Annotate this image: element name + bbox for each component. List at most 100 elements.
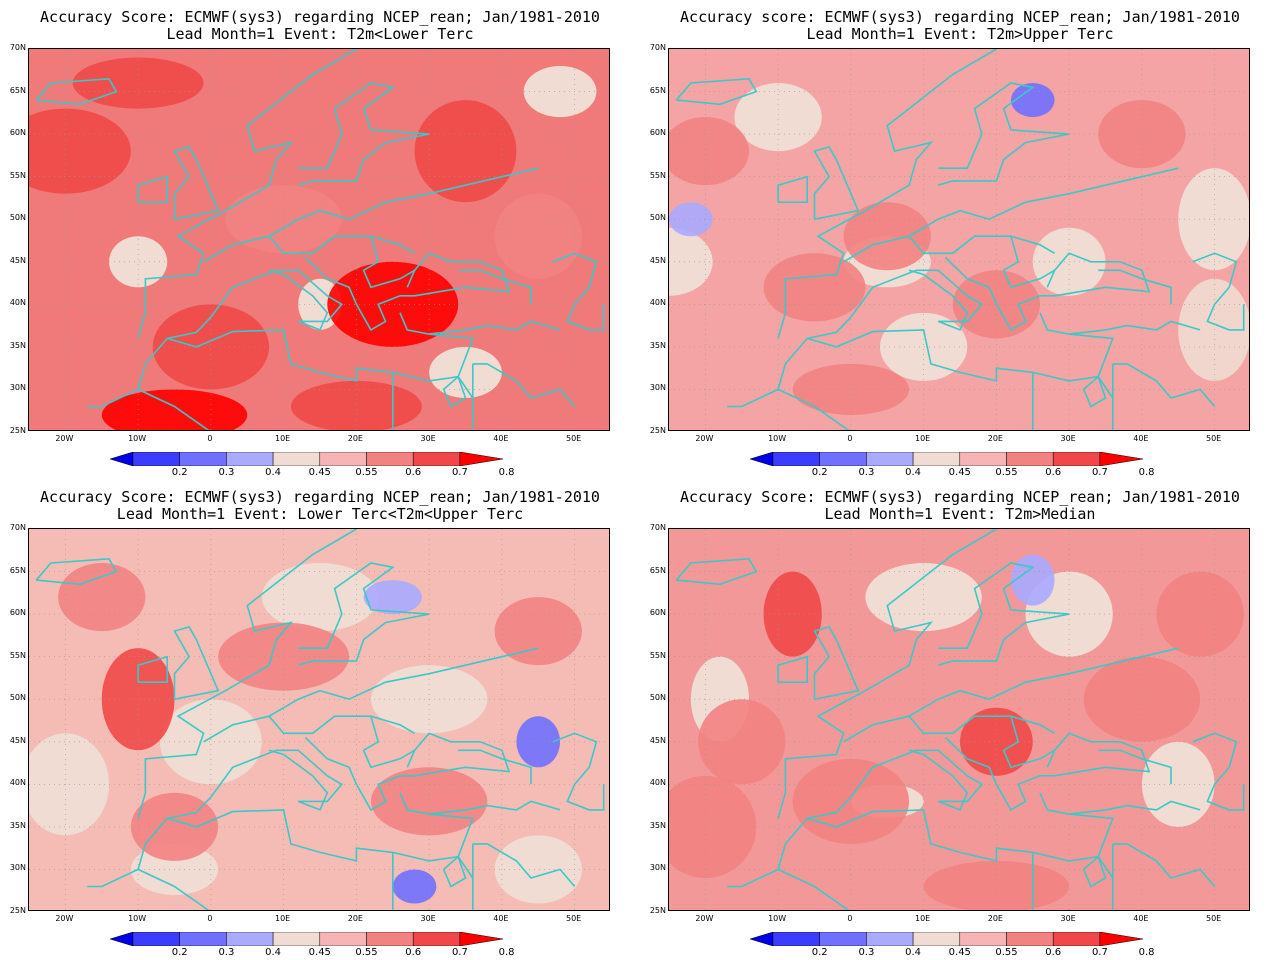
map-subtitle: Lead Month=1 Event: Lower Terc<T2m<Upper…: [116, 505, 524, 523]
coastline: [727, 337, 808, 408]
latitude-label: 25N: [649, 906, 666, 915]
coastline: [362, 715, 416, 769]
colorbar-tick-label: 0.8: [498, 467, 515, 478]
colorbar-high-arrow: [459, 932, 503, 946]
contour-map: [28, 48, 610, 431]
map-panel-upper-tercile: Accuracy score: ECMWF(sys3) regarding NC…: [640, 0, 1280, 480]
coastline: [675, 557, 758, 586]
colorbar-tick-label: 0.6: [1045, 467, 1062, 478]
colorbar-segment: [959, 932, 1007, 946]
latitude-label: 35N: [9, 340, 26, 350]
colorbar-tick-label: 0.8: [1138, 467, 1155, 478]
longitude-label: 20E: [347, 434, 363, 443]
coastline: [457, 376, 474, 399]
score-contour-patch: [1141, 741, 1215, 827]
coastline: [843, 647, 1179, 743]
coastline: [777, 868, 850, 910]
colorbar-tick-label: 0.4: [905, 467, 922, 478]
score-contour-patch: [1010, 554, 1055, 606]
colorbar-segment: [912, 932, 961, 946]
colorbar-tick-label: 0.55: [355, 467, 378, 478]
coastline: [442, 856, 467, 888]
colorbar-segment: [1052, 932, 1101, 946]
coastline: [1097, 856, 1114, 879]
colorbar-high-arrow: [459, 452, 503, 466]
longitude-label: 50E: [566, 914, 582, 923]
colorbar-tick-label: 0.45: [308, 947, 331, 958]
latitude-label: 30N: [9, 863, 26, 873]
latitude-label: 70N: [9, 43, 26, 52]
coastline: [777, 175, 808, 203]
coastline: [806, 312, 1114, 382]
latitude-label: 65N: [649, 565, 666, 575]
coastline: [458, 269, 532, 305]
latitude-label: 35N: [9, 820, 26, 830]
coastline: [1098, 269, 1172, 305]
coastline: [1098, 749, 1172, 785]
coastline: [166, 312, 474, 382]
coastline: [937, 82, 1070, 186]
coastline: [203, 647, 539, 743]
coastline: [167, 269, 344, 340]
map-panel-above-median: Accuracy Score: ECMWF(sys3) regarding NC…: [640, 480, 1280, 960]
longitude-label: 30E: [1060, 914, 1076, 923]
colorbar-tick-label: 0.45: [948, 947, 971, 958]
coastline: [35, 557, 118, 586]
colorbar-tick-label: 0.55: [995, 947, 1018, 958]
colorbar-low-arrow: [110, 452, 134, 466]
longitude-label: 30E: [420, 914, 436, 923]
map-title: Accuracy Score: ECMWF(sys3) regarding NC…: [40, 8, 600, 26]
colorbar-segment: [319, 452, 367, 466]
colorbar-segment: [819, 452, 867, 466]
coastline: [137, 655, 168, 683]
score-contour-patch: [1178, 168, 1249, 271]
score-contour-patch: [1178, 278, 1249, 381]
map-title: Accuracy Score: ECMWF(sys3) regarding NC…: [40, 488, 600, 506]
latitude-label: 45N: [9, 255, 26, 265]
colorbar-tick-label: 0.45: [308, 467, 331, 478]
longitude-label: 0: [207, 914, 213, 923]
colorbar-high-arrow: [1099, 932, 1143, 946]
latitude-label: 50N: [649, 693, 666, 703]
score-contour-patch: [516, 716, 561, 768]
colorbar-segment: [179, 932, 227, 946]
coastline: [442, 376, 467, 408]
map-title: Accuracy score: ECMWF(sys3) regarding NC…: [680, 8, 1240, 26]
latitude-label: 65N: [9, 85, 26, 95]
colorbar-tick-label: 0.55: [995, 467, 1018, 478]
coastline: [457, 856, 474, 879]
latitude-label: 65N: [649, 85, 666, 95]
coastline: [777, 529, 997, 819]
latitude-label: 30N: [649, 383, 666, 393]
latitude-label: 70N: [9, 523, 26, 532]
score-contour-patch: [669, 227, 713, 296]
map-title: Accuracy Score: ECMWF(sys3) regarding NC…: [680, 488, 1240, 506]
latitude-label: 50N: [9, 213, 26, 223]
score-contour-patch: [1010, 83, 1055, 118]
score-contour-patch: [843, 202, 931, 271]
latitude-label: 35N: [649, 820, 666, 830]
latitude-label: 55N: [9, 650, 26, 660]
score-contour-patch: [523, 66, 597, 118]
score-contour-patch: [494, 835, 582, 904]
colorbar-segment: [132, 452, 180, 466]
latitude-label: 30N: [649, 863, 666, 873]
score-contour-patch: [923, 860, 1070, 910]
colorbar: [110, 452, 503, 466]
longitude-label: 10E: [275, 914, 291, 923]
longitude-label: 20W: [695, 434, 714, 443]
coastline: [173, 625, 220, 700]
coastline: [167, 749, 344, 820]
latitude-label: 45N: [649, 255, 666, 265]
colorbar-segment: [912, 452, 961, 466]
score-contour-patch: [58, 563, 146, 632]
colorbar-tick-label: 0.6: [1045, 947, 1062, 958]
coastline: [472, 843, 576, 888]
coastline: [552, 252, 605, 331]
colorbar-segment: [866, 452, 914, 466]
coastline: [472, 363, 576, 408]
colorbar-segment: [819, 932, 867, 946]
coastline: [944, 252, 1151, 331]
coastline: [173, 145, 220, 220]
coastline: [937, 562, 1070, 666]
